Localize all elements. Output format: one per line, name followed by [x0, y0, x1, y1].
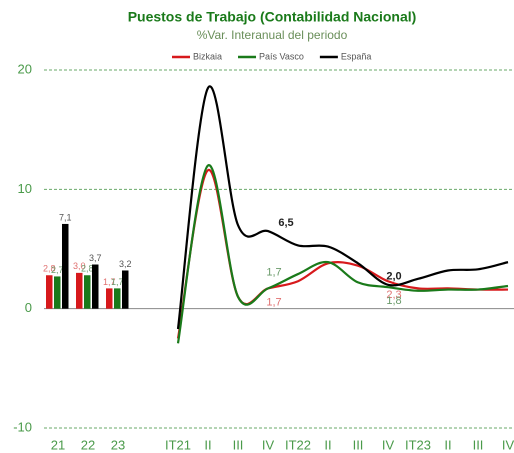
data-label: 2,0: [386, 271, 401, 283]
y-tick-label: -10: [13, 419, 32, 434]
y-tick-label: 20: [18, 61, 32, 76]
x-tick-label: II: [444, 437, 451, 452]
data-label: 1,8: [386, 295, 401, 307]
data-label: 2,8: [43, 264, 56, 274]
bar: [122, 270, 129, 309]
legend-label: Bizkaia: [193, 51, 222, 61]
data-label: 2,8: [81, 264, 94, 274]
chart-title: Puestos de Trabajo (Contabilidad Naciona…: [128, 9, 417, 25]
bar: [62, 223, 69, 309]
data-label: 3,7: [89, 253, 102, 263]
x-tick-label: III: [473, 437, 484, 452]
x-tick-label: IT21: [165, 437, 191, 452]
data-label: 3,2: [119, 259, 132, 269]
x-tick-label: II: [204, 437, 211, 452]
bar: [46, 275, 53, 309]
bar: [54, 276, 61, 309]
data-label: 1,7: [266, 266, 281, 278]
x-tick-label: III: [233, 437, 244, 452]
bar: [84, 275, 91, 309]
x-tick-label: IV: [382, 437, 395, 452]
data-label: 1,7: [103, 277, 116, 287]
x-tick-label: II: [324, 437, 331, 452]
data-label: 7,1: [59, 212, 72, 222]
line: [176, 164, 509, 344]
bar: [114, 288, 121, 309]
bar: [76, 272, 83, 309]
legend-label: España: [341, 51, 372, 61]
chart-subtitle: %Var. Interanual del periodo: [197, 28, 348, 42]
x-tick-label: IT23: [405, 437, 431, 452]
bar: [92, 264, 99, 309]
y-tick-label: 0: [25, 300, 32, 315]
x-tick-label: IV: [262, 437, 275, 452]
x-tick-label: IT22: [285, 437, 311, 452]
data-label: 3,0: [73, 261, 86, 271]
data-label: 1,7: [266, 296, 281, 308]
line: [176, 85, 509, 330]
y-tick-label: 10: [18, 181, 32, 196]
bar: [106, 288, 113, 309]
data-label: 2,7: [51, 265, 64, 275]
data-label: 6,5: [278, 217, 293, 229]
data-label: 1,7: [111, 277, 124, 287]
data-label: 2,3: [386, 289, 401, 301]
x-tick-label: III: [353, 437, 364, 452]
x-tick-label: 21: [51, 437, 65, 452]
x-tick-label: IV: [502, 437, 514, 452]
legend-label: País Vasco: [259, 51, 304, 61]
x-tick-label: 23: [111, 437, 125, 452]
x-tick-label: 22: [81, 437, 95, 452]
